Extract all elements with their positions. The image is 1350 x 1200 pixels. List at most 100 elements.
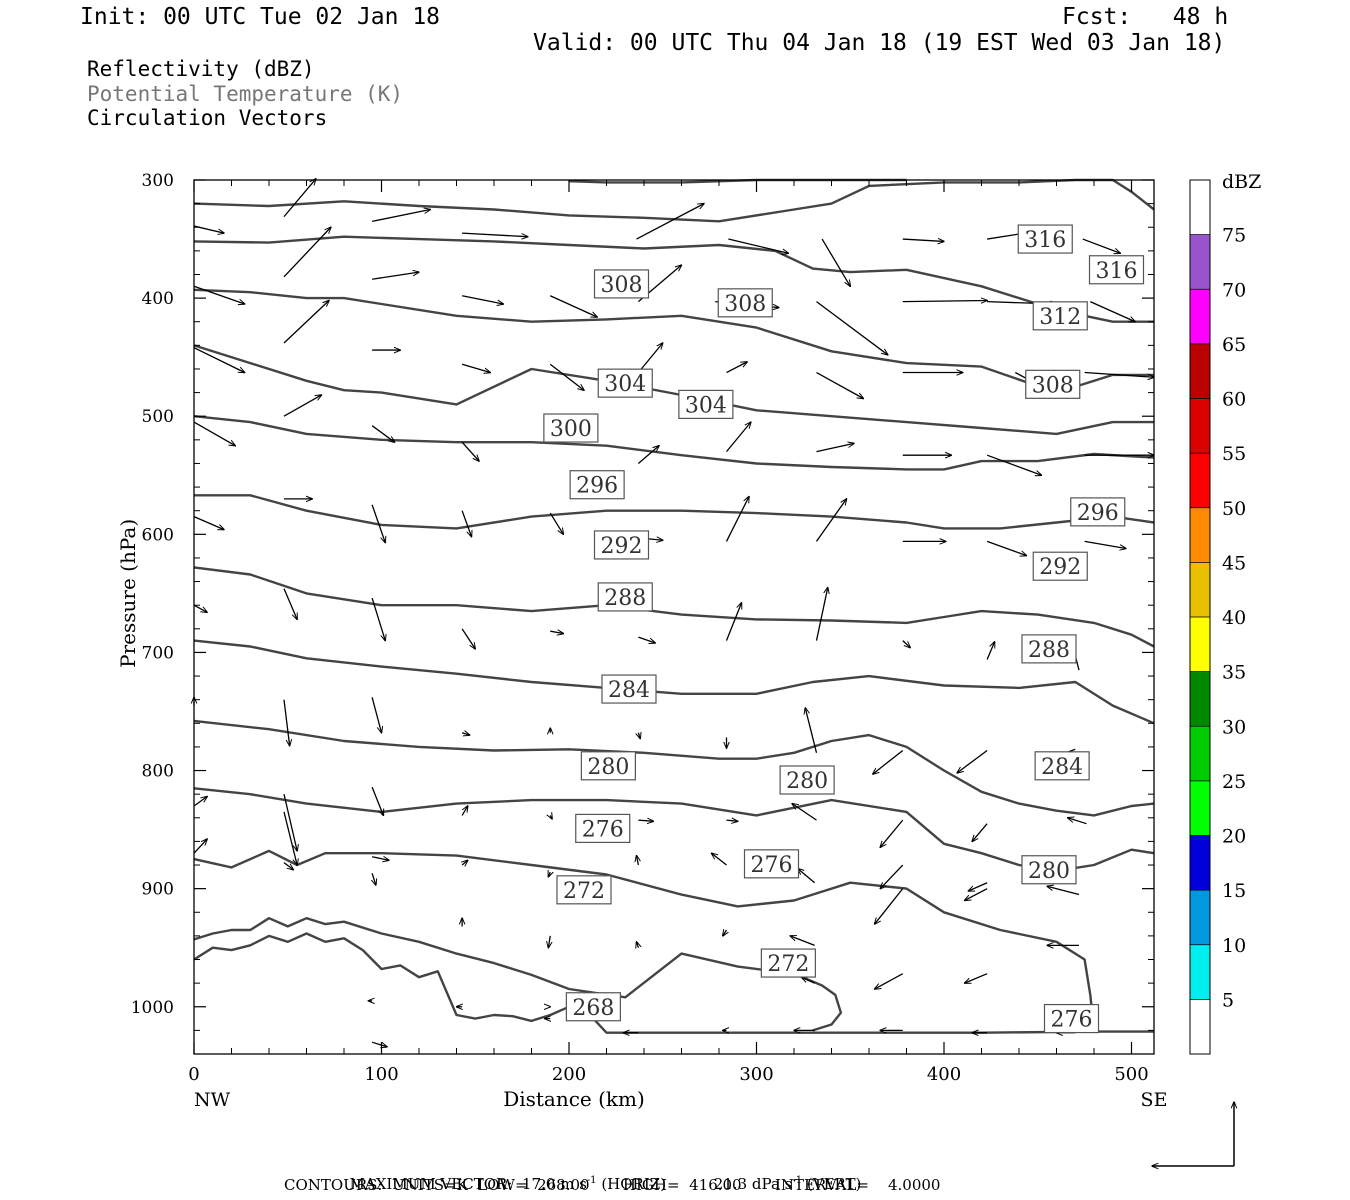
colorbar-level-label: 35 [1222, 662, 1246, 684]
contour-label: 284 [1041, 755, 1083, 780]
colorbar-segment [1190, 780, 1210, 836]
circulation-vector [957, 749, 988, 772]
circulation-vector [968, 882, 988, 891]
valid-time-label: Valid: 00 UTC Thu 04 Jan 18 (19 EST Wed … [533, 30, 1226, 56]
y-tick-label: 900 [142, 880, 174, 900]
colorbar-segment [1190, 398, 1210, 454]
x-tick-label: 0 [188, 1064, 199, 1085]
y-tick-label: 700 [142, 643, 174, 663]
contour-label: 280 [786, 769, 828, 794]
circulation-vector [193, 604, 207, 612]
circulation-vector [461, 441, 479, 461]
contour-label-box [565, 992, 621, 1022]
colorbar-segment [1190, 453, 1210, 508]
circulation-vector [725, 603, 742, 641]
x-tick-label: 100 [364, 1064, 398, 1085]
circulation-vector [902, 239, 944, 241]
circulation-vector [805, 708, 818, 753]
x-end-label-se: SE [1141, 1089, 1168, 1111]
circulation-vector [637, 343, 662, 373]
contour-label-box [1032, 551, 1088, 581]
circulation-vector [371, 504, 385, 543]
circulation-vector [283, 179, 316, 218]
contour-label: 308 [1032, 373, 1074, 398]
x-axis-label: Distance (km) [503, 1087, 645, 1111]
circulation-vector [638, 820, 653, 821]
colorbar-level-label: 45 [1222, 552, 1246, 574]
y-tick-label: 500 [142, 407, 174, 427]
horiz-exponent: -1 [586, 1175, 597, 1186]
circulation-vector [193, 839, 207, 854]
circulation-vector [283, 588, 297, 620]
circulation-vector [726, 820, 738, 821]
contour-label: 316 [1024, 228, 1066, 253]
circulation-vector [371, 697, 381, 732]
max-vector-line: MAXIMUM VECTOR: 17.0 m s-1 (HORIZ) 21.3 … [340, 1157, 862, 1193]
circulation-vector [798, 869, 816, 884]
horiz-value: 17.0 m s [521, 1175, 587, 1193]
circulation-vector [461, 363, 490, 372]
circulation-vector [726, 362, 748, 374]
circulation-vector [902, 640, 911, 648]
circulation-vector [816, 301, 888, 355]
contour-label-box [1034, 751, 1090, 781]
x-tick-label: 500 [1114, 1064, 1148, 1085]
colorbar-level-label: 75 [1222, 225, 1246, 247]
circulation-vector [821, 238, 850, 286]
theta-contour-276 [193, 849, 1096, 1031]
circulation-vector [875, 973, 904, 989]
circulation-vector [902, 300, 987, 301]
contour-label-box [1021, 855, 1077, 885]
contour-label: 312 [1039, 305, 1081, 330]
colorbar-segment [1190, 671, 1210, 727]
contour-label-box [569, 470, 625, 500]
colorbar-level-label: 65 [1222, 334, 1246, 356]
circulation-vector [283, 862, 293, 870]
circulation-vector [880, 864, 904, 889]
axes: 0 100 200 300 400 500 300 400 500 600 700 800 900 100… [116, 171, 1167, 1111]
circulation-vector [986, 454, 1041, 475]
theta-contour-284 [193, 719, 1155, 817]
contour-label-box [556, 875, 612, 905]
colorbar-level-label: 10 [1222, 935, 1246, 957]
circulation-vector [372, 272, 419, 280]
colorbar-level-label: 40 [1222, 607, 1246, 629]
x-tick-label: 200 [552, 1064, 586, 1085]
theta-contour-308 [193, 288, 1154, 394]
theta-contour-304 [193, 344, 1154, 436]
circulation-vector [283, 395, 322, 417]
y-tick-label: 300 [142, 171, 174, 191]
circulation-vector [880, 819, 904, 847]
circulation-vector [283, 811, 297, 865]
y-tick-label: 1000 [131, 998, 174, 1018]
contour-label-box [575, 813, 631, 844]
circulation-vector [283, 227, 331, 278]
circulation-vector [1068, 818, 1087, 825]
circulation-vector [550, 631, 563, 633]
circulation-vector [638, 636, 655, 643]
colorbar-segment [1190, 507, 1210, 563]
horiz-unit: (HORIZ) [601, 1175, 667, 1193]
circulation-vector [1084, 540, 1126, 548]
contour-label-box [678, 389, 734, 420]
contour-label: 296 [576, 474, 618, 499]
y-tick-label: 800 [142, 762, 174, 782]
circulation-vector [371, 786, 383, 815]
contour-label-box [593, 269, 650, 299]
contour-label-box [717, 288, 773, 318]
theta-contour-272 [193, 917, 843, 1032]
circulation-vector [371, 857, 389, 861]
x-end-label-nw: NW [194, 1089, 231, 1111]
colorbar-level-label: 55 [1222, 443, 1246, 465]
contour-label: 288 [1028, 638, 1070, 663]
circulation-vector [462, 860, 468, 865]
circulation-vector [372, 873, 376, 885]
circulation-vector [549, 512, 563, 534]
circulation-vector [1047, 886, 1080, 896]
circulation-vector [461, 733, 470, 735]
contour-label: 272 [767, 952, 809, 977]
contour-label-box [1025, 369, 1081, 399]
circulation-vector [193, 797, 207, 807]
contour-label: 300 [550, 417, 592, 442]
